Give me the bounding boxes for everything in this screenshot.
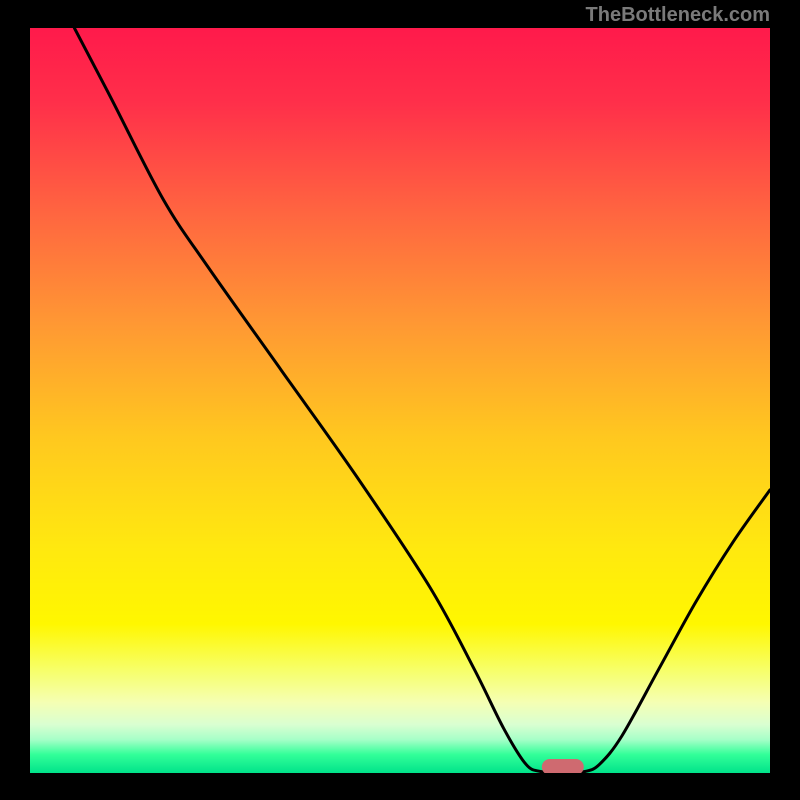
watermark-text: TheBottleneck.com [586,4,770,27]
chart-frame: TheBottleneck.com [0,0,800,800]
gradient-background [30,28,770,773]
optimal-marker [542,759,584,773]
bottleneck-chart [30,28,770,773]
